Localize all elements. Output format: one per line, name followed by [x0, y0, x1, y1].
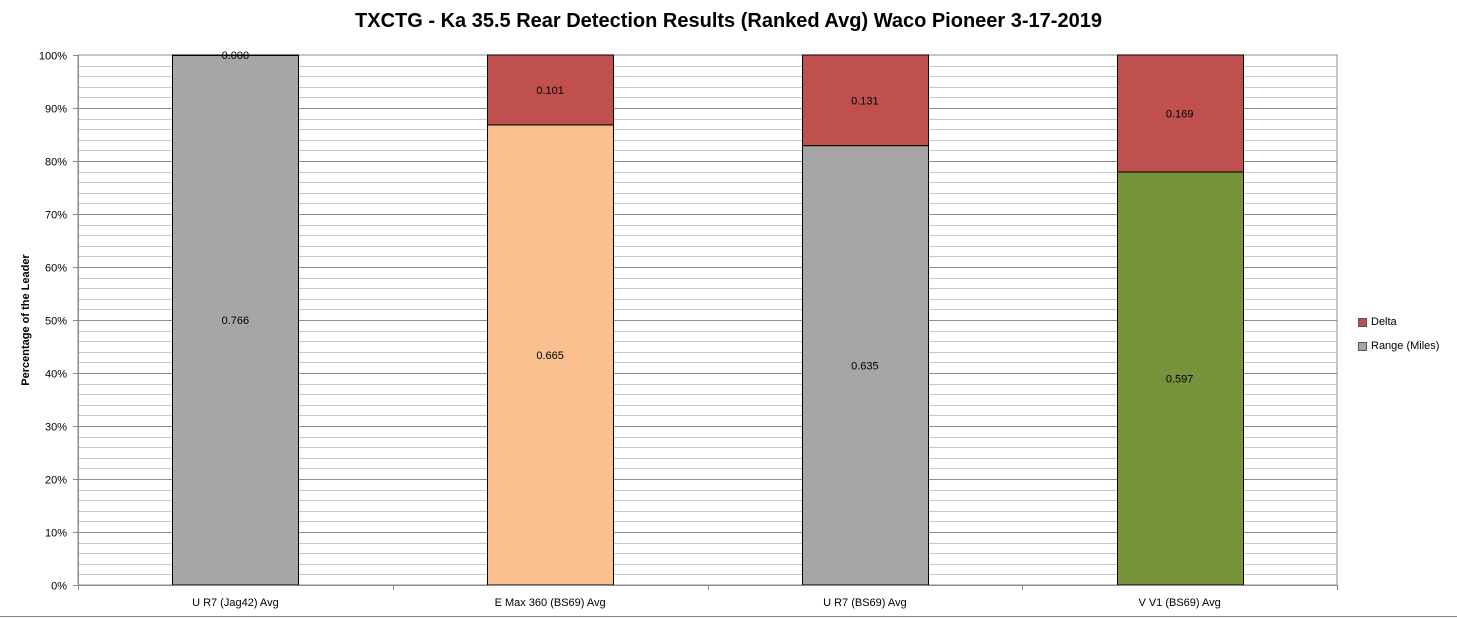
data-label-delta-4: 0.169 — [1166, 108, 1194, 120]
bar-range-1 — [172, 54, 299, 586]
y-tick-label: 100% — [39, 51, 67, 63]
x-tick-label: U R7 (BS69) Avg — [823, 597, 907, 609]
chart-title: TXCTG - Ka 35.5 Rear Detection Results (… — [355, 10, 1102, 32]
data-label-range-1: 0.766 — [222, 315, 250, 327]
y-tick-label: 90% — [45, 104, 67, 116]
bar-range-4 — [1117, 171, 1244, 586]
y-tick-label: 80% — [45, 157, 67, 169]
bars: 0.766 0.000 0.665 0.101 0.635 0.131 0.597 0.169 — [172, 50, 1244, 586]
legend-label-range: Range (Miles) — [1371, 340, 1440, 352]
bar-range-2 — [487, 124, 614, 586]
data-label-delta-2: 0.101 — [536, 85, 564, 97]
data-label-range-3: 0.635 — [851, 360, 879, 372]
data-label-delta-1: 0.000 — [222, 50, 250, 62]
bar-delta-4 — [1117, 54, 1244, 173]
y-tick-label: 20% — [45, 475, 67, 487]
data-label-range-2: 0.665 — [536, 350, 564, 362]
legend-swatch-range — [1358, 341, 1367, 351]
x-tick-label: U R7 (Jag42) Avg — [192, 597, 279, 609]
axes: 0% 10% 20% 30% 40% 50% 60% 70% 80% 90% 100% U R7 (J… — [39, 51, 1338, 609]
y-tick-label: 30% — [45, 422, 67, 434]
y-tick-label: 70% — [45, 210, 67, 222]
y-tick-label: 0% — [51, 581, 67, 593]
legend: Delta Range (Miles) — [1358, 310, 1439, 358]
legend-item-delta: Delta — [1358, 310, 1439, 334]
data-label-delta-3: 0.131 — [851, 95, 879, 107]
y-tick-label: 50% — [45, 316, 67, 328]
legend-item-range: Range (Miles) — [1358, 334, 1439, 358]
bottom-divider — [0, 616, 1457, 617]
y-axis-title: Percentage of the Leader — [20, 254, 32, 386]
x-tick-label: E Max 360 (BS69) Avg — [495, 597, 606, 609]
bar-delta-3 — [802, 54, 929, 147]
y-tick-label: 10% — [45, 528, 67, 540]
y-tick-label: 40% — [45, 369, 67, 381]
legend-label-delta: Delta — [1371, 316, 1397, 328]
data-label-range-4: 0.597 — [1166, 373, 1194, 385]
y-tick-label: 60% — [45, 263, 67, 275]
bar-delta-2 — [487, 54, 614, 126]
x-tick-label: V V1 (BS69) Avg — [1138, 597, 1220, 609]
legend-swatch-delta — [1358, 317, 1367, 327]
